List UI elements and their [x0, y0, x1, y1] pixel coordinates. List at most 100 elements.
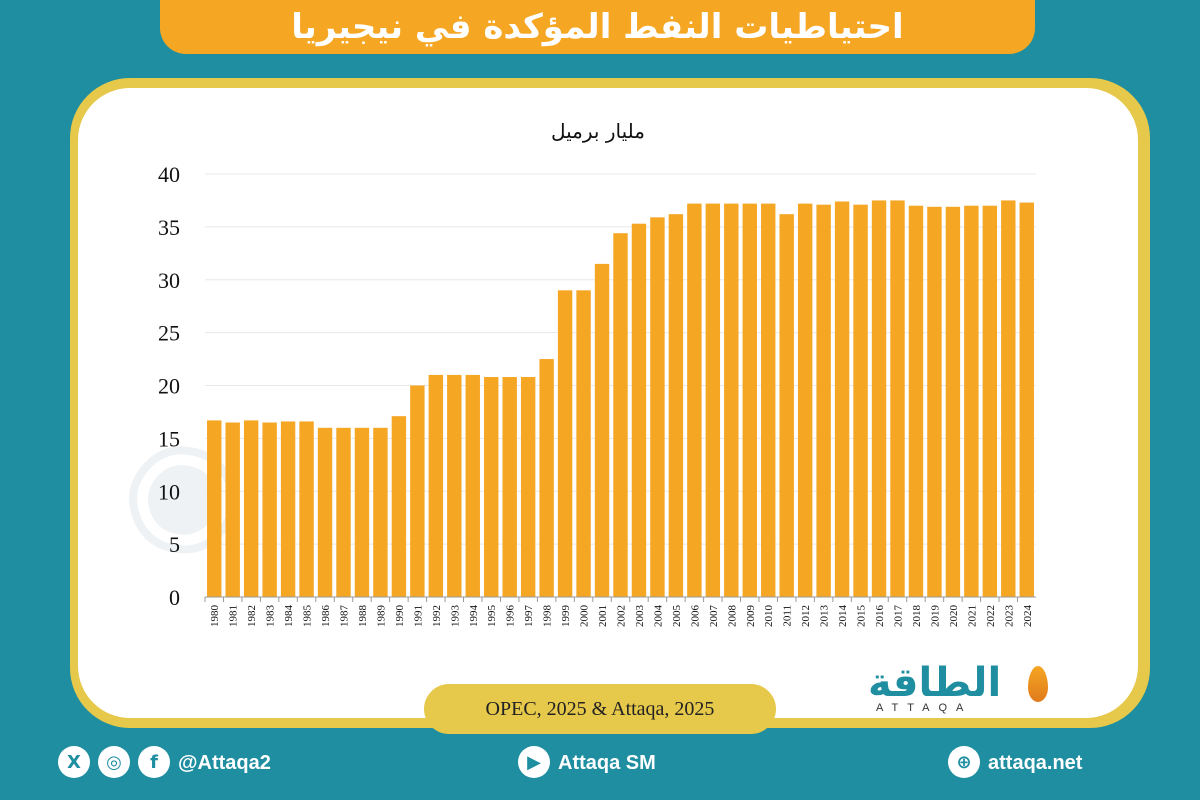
- footer: X ◎ f @Attaqa2 ▶ Attaqa SM ⊕ attaqa.net: [0, 740, 1200, 790]
- x-tick-label: 2019: [929, 605, 941, 628]
- bar-1991: [410, 385, 425, 597]
- y-tick-label: 25: [158, 321, 180, 346]
- x-tick-label: 1989: [375, 605, 387, 628]
- x-tick-label: 1997: [523, 605, 535, 628]
- x-tick-label: 2006: [689, 605, 701, 628]
- x-tick-label: 2008: [726, 605, 738, 628]
- y-tick-label: 15: [158, 426, 180, 451]
- bars: [207, 200, 1034, 598]
- x-tick-label: 2000: [579, 605, 591, 628]
- bar-2008: [724, 203, 739, 598]
- x-tick-label: 2003: [634, 605, 646, 628]
- y-tick-label: 40: [158, 162, 180, 187]
- x-tick-label: 2010: [763, 605, 775, 628]
- y-axis-ticks: 0 5 10 15 20 25 30 35 40: [158, 162, 180, 610]
- source-pill: OPEC, 2025 & Attaqa, 2025: [424, 684, 776, 734]
- bar-2017: [890, 200, 905, 597]
- y-tick-label: 0: [169, 585, 180, 610]
- x-tick-label: 1990: [394, 605, 406, 628]
- x-tick-label: 1982: [246, 605, 258, 627]
- bar-1997: [520, 377, 536, 597]
- bar-1992: [428, 374, 444, 597]
- bar-2005: [668, 214, 684, 597]
- bar-1993: [447, 374, 462, 597]
- bar-2006: [687, 203, 702, 598]
- bar-1999: [557, 290, 573, 597]
- y-tick-label: 20: [158, 374, 180, 399]
- x-tick-label: 1988: [357, 605, 369, 628]
- x-tick-label: 2024: [1022, 605, 1034, 628]
- bar-2024: [1019, 202, 1034, 598]
- x-tick-label: 1995: [486, 605, 498, 628]
- attaqa-logo: الطاقة ATTAQA: [868, 660, 1058, 718]
- x-tick-label: 2022: [985, 605, 997, 627]
- x-tick-label: 2017: [893, 605, 905, 628]
- bar-2021: [964, 205, 979, 597]
- social-handle[interactable]: @Attaqa2: [178, 752, 271, 774]
- x-tick-label: 2013: [819, 605, 831, 628]
- x-tick-label: 2004: [652, 605, 664, 628]
- bar-2015: [853, 204, 868, 598]
- bar-1995: [484, 377, 499, 597]
- bar-1984: [280, 421, 296, 597]
- x-tick-label: 1987: [339, 605, 351, 628]
- x-tick-label: 2009: [745, 605, 757, 628]
- bar-2009: [742, 203, 757, 598]
- bar-2002: [613, 233, 628, 597]
- page-title: احتياطيات النفط المؤكدة في نيجيريا: [291, 7, 904, 47]
- bar-1985: [299, 421, 314, 597]
- x-tick-label: 2012: [800, 605, 812, 627]
- bar-2012: [797, 203, 813, 598]
- youtube-icon[interactable]: ▶: [518, 746, 550, 778]
- title-bar: احتياطيات النفط المؤكدة في نيجيريا: [160, 0, 1035, 54]
- x-tick-label: 1983: [265, 605, 277, 628]
- y-tick-label: 10: [158, 479, 180, 504]
- globe-icon[interactable]: ⊕: [948, 746, 980, 778]
- oil-drop-icon: [1028, 666, 1048, 702]
- bar-1996: [502, 377, 517, 597]
- bar-2000: [576, 290, 591, 597]
- bar-2019: [927, 206, 942, 597]
- x-icon[interactable]: X: [58, 746, 90, 778]
- x-tick-label: 1998: [542, 605, 554, 628]
- bar-2016: [871, 200, 887, 597]
- x-tick-label: 1999: [560, 605, 572, 628]
- logo-latin: ATTAQA: [876, 702, 973, 714]
- x-tick-label: 2020: [948, 605, 960, 628]
- youtube-channel[interactable]: Attaqa SM: [558, 752, 656, 774]
- x-tick-label: 1980: [209, 605, 221, 628]
- bar-1980: [207, 420, 222, 597]
- bar-2007: [705, 203, 721, 598]
- x-tick-label: 2014: [837, 605, 849, 628]
- x-axis-ticks: 1980 1981 1982 1983 1984 1985 1986 1987 1988 1989…: [204, 597, 1034, 628]
- bar-1981: [225, 422, 240, 597]
- x-tick-label: 1984: [283, 605, 295, 628]
- facebook-icon[interactable]: f: [138, 746, 170, 778]
- x-tick-label: 2015: [856, 605, 868, 628]
- bar-2022: [982, 205, 998, 597]
- bar-2020: [945, 206, 961, 597]
- x-tick-label: 1992: [431, 605, 443, 627]
- bar-1988: [354, 427, 370, 597]
- bar-1983: [262, 422, 277, 597]
- unit-label: مليار برميل: [551, 119, 645, 143]
- x-tick-label: 2007: [708, 605, 720, 628]
- x-tick-label: 2016: [874, 605, 886, 628]
- bar-2004: [650, 217, 665, 598]
- bar-1986: [317, 427, 333, 597]
- logo-arabic: الطاقة: [868, 660, 1002, 706]
- x-tick-label: 2018: [911, 605, 923, 628]
- y-tick-label: 30: [158, 268, 180, 293]
- x-tick-label: 2001: [597, 605, 609, 627]
- bar-1989: [373, 427, 388, 597]
- x-tick-label: 2021: [966, 605, 978, 627]
- bar-2013: [816, 204, 831, 598]
- y-tick-label: 5: [169, 532, 180, 557]
- x-tick-label: 2005: [671, 605, 683, 628]
- website-link[interactable]: attaqa.net: [988, 752, 1083, 774]
- bar-2001: [594, 263, 610, 597]
- bar-2010: [761, 203, 776, 598]
- bar-2003: [631, 223, 647, 597]
- instagram-icon[interactable]: ◎: [98, 746, 130, 778]
